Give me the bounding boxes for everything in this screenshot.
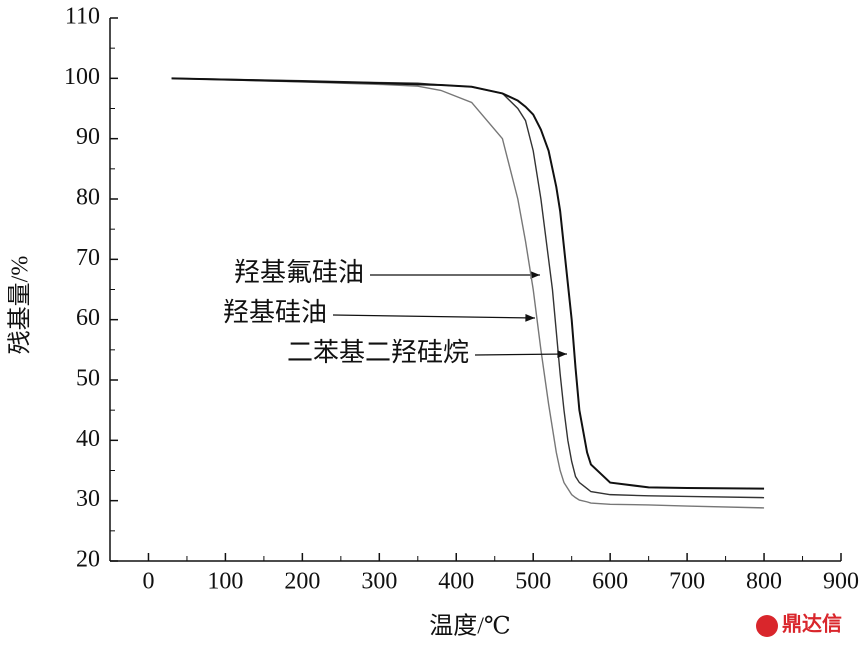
x-tick-label: 400 xyxy=(438,569,474,595)
series-line xyxy=(171,77,765,509)
y-tick-label: 90 xyxy=(76,124,100,150)
y-tick-label: 80 xyxy=(76,185,100,211)
y-tick-label: 70 xyxy=(76,245,100,271)
x-tick-label: 200 xyxy=(284,569,320,595)
series-label: 羟基氟硅油 xyxy=(234,258,364,287)
series-line xyxy=(171,77,765,499)
y-tick-label: 60 xyxy=(76,305,100,331)
x-tick-label: 900 xyxy=(823,569,859,595)
series-label: 二苯基二羟硅烷 xyxy=(287,338,469,367)
x-tick-label: 500 xyxy=(515,569,551,595)
y-tick-label: 100 xyxy=(64,64,100,90)
y-tick-label: 110 xyxy=(65,4,100,30)
y-axis-label: 残基量/% xyxy=(7,256,34,355)
watermark: 鼎达信 xyxy=(782,612,842,636)
x-tick-label: 700 xyxy=(669,569,705,595)
y-tick-label: 30 xyxy=(76,486,100,512)
x-tick-label: 600 xyxy=(592,569,628,595)
watermark-icon xyxy=(756,615,778,637)
x-tick-label: 800 xyxy=(746,569,782,595)
x-tick-label: 0 xyxy=(142,569,154,595)
annotation-arrow xyxy=(332,314,536,322)
x-tick-label: 100 xyxy=(207,569,243,595)
x-tick-label: 300 xyxy=(361,569,397,595)
y-tick-label: 20 xyxy=(76,547,100,573)
series-line xyxy=(171,77,765,490)
series-label: 羟基硅油 xyxy=(223,298,327,327)
annotation-arrow xyxy=(474,350,568,358)
y-tick-label: 40 xyxy=(76,426,100,452)
x-axis-label: 温度/℃ xyxy=(429,613,511,640)
y-tick-label: 50 xyxy=(76,366,100,392)
